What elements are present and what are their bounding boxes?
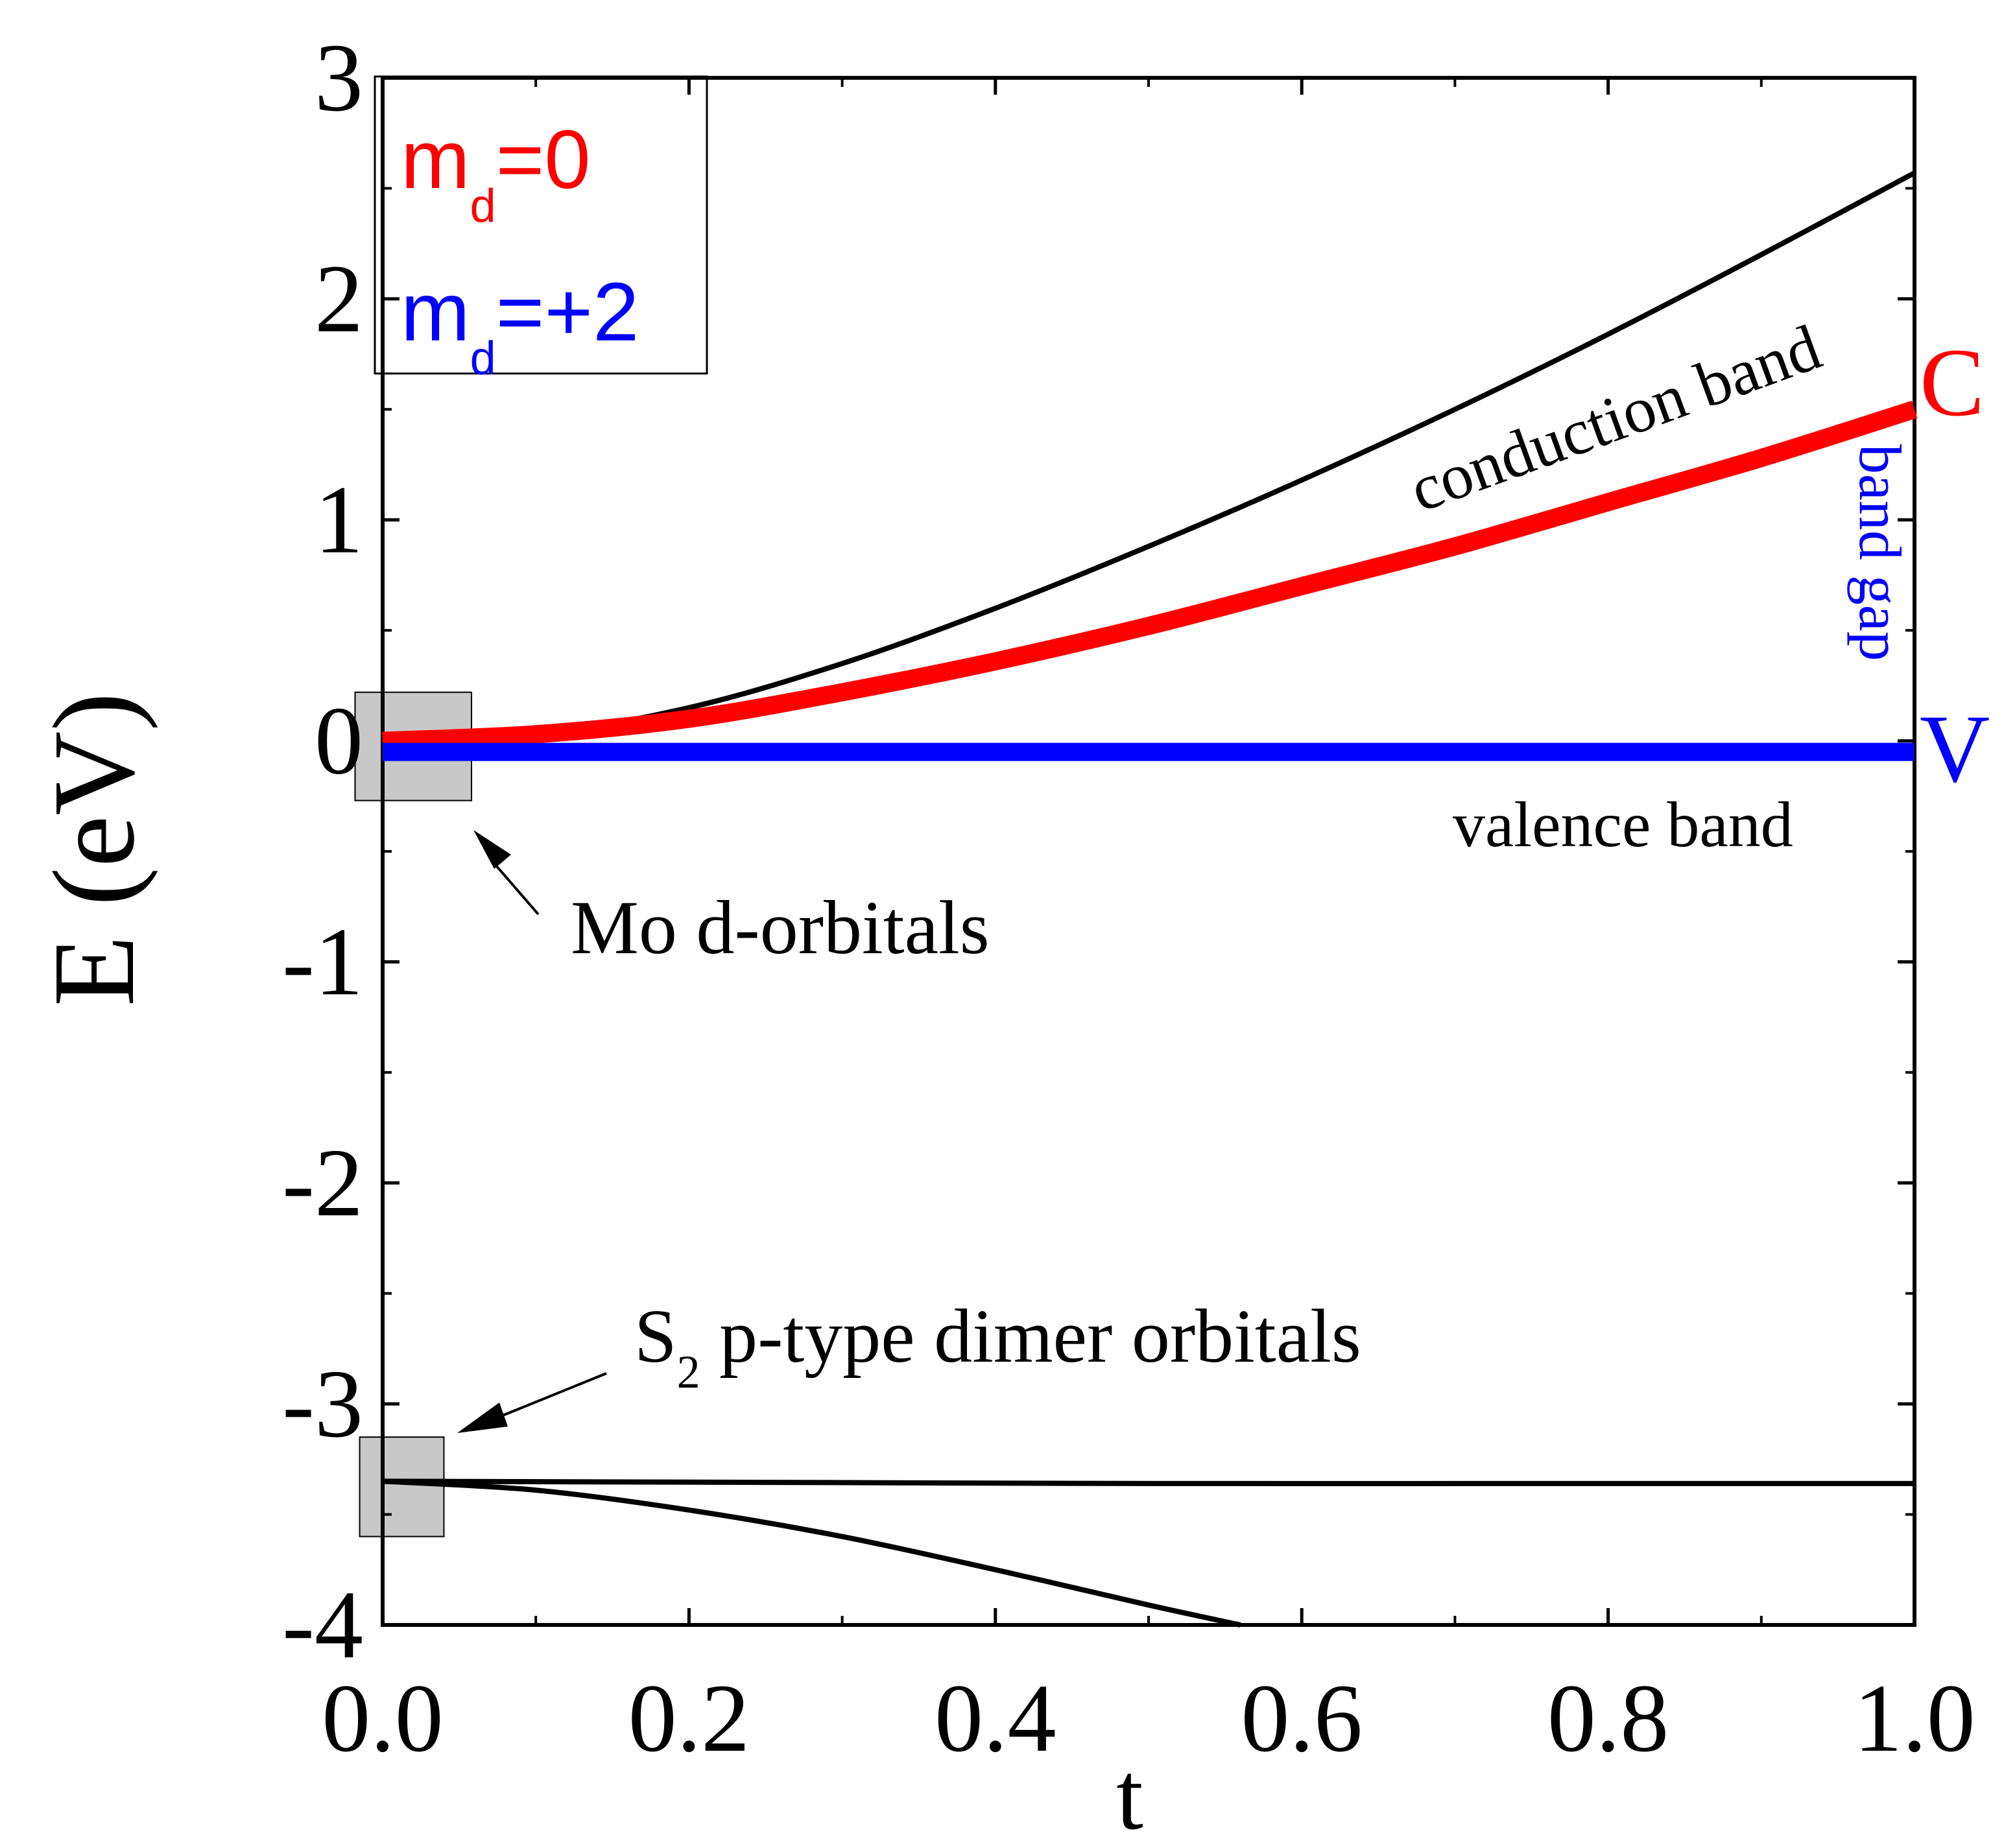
y-tick-label: 1 — [315, 466, 363, 574]
x-tick-label: 0.6 — [1241, 1664, 1363, 1772]
x-tick-label: 0.2 — [628, 1664, 750, 1772]
x-tick-labels: 0.0 0.2 0.4 0.6 0.8 1.0 — [322, 1664, 1975, 1772]
mo-arrow-shaft — [495, 864, 540, 916]
s2-orbitals-box — [359, 1436, 445, 1537]
x-tick-label: 1.0 — [1854, 1664, 1975, 1772]
y-tick-label: 2 — [315, 245, 363, 353]
y-tick-label: -4 — [282, 1571, 363, 1679]
series-upper-black-line — [382, 171, 1916, 744]
x-tick-label: 0.0 — [322, 1664, 444, 1772]
s2-orbitals-label: S2 p-type dimer orbitals — [634, 1294, 1361, 1398]
y-axis-title: E (eV) — [29, 693, 158, 1007]
axis-ticks — [381, 76, 1916, 1627]
y-tick-label: 3 — [315, 24, 363, 132]
x-tick-label: 0.4 — [935, 1664, 1056, 1772]
legend-box — [374, 75, 708, 375]
series-md0-red-line — [382, 400, 1918, 750]
y-tick-label: -3 — [282, 1350, 363, 1458]
c-label: C — [1920, 329, 1985, 436]
s2-arrow-shaft — [499, 1372, 607, 1418]
y-tick-label: -2 — [282, 1129, 363, 1237]
valence-band-label: valence band — [1453, 788, 1793, 860]
band-gap-label: band gap — [1847, 444, 1913, 661]
legend-entry-md2: md=+2 — [401, 266, 639, 385]
y-tick-label: -1 — [282, 908, 363, 1015]
x-axis-title: t — [1116, 1742, 1143, 1848]
series-s2-flat-line — [382, 1478, 1915, 1486]
mo-arrow-head — [473, 830, 511, 869]
mo-d-orbitals-label: Mo d-orbitals — [571, 885, 990, 970]
s2-arrow-head — [457, 1403, 508, 1433]
x-tick-label: 0.8 — [1547, 1664, 1669, 1772]
y-tick-labels: 3 2 1 0 -1 -2 -3 -4 — [282, 24, 363, 1679]
v-label: V — [1920, 695, 1990, 803]
y-tick-label: 0 — [315, 687, 363, 795]
legend-entry-md0: md=0 — [401, 113, 591, 232]
series-s2-descending-line — [382, 1478, 1241, 1628]
